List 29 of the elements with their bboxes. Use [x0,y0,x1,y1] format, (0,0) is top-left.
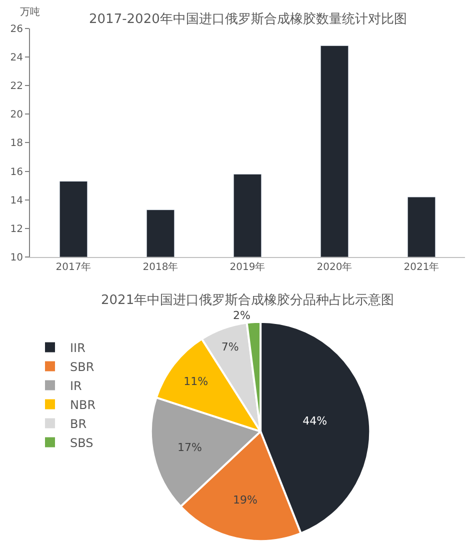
legend-label: SBR [70,360,94,374]
x-tick-label: 2021年 [404,260,440,273]
legend-label: IIR [70,340,86,355]
data-label: 2% [232,309,250,322]
chart-title: 2021年中国进口俄罗斯合成橡胶分品种占比示意图 [101,293,394,308]
legend-label: IR [70,378,82,393]
legend-label: BR [70,416,87,431]
data-label: 17% [177,440,202,454]
y-tick-label: 12 [10,224,23,235]
data-label: 11% [184,374,208,388]
y-axis-title: 万吨 [20,6,40,18]
data-label: 19% [233,493,258,506]
y-tick-label: 26 [10,24,23,36]
y-tick-label: 16 [10,166,23,178]
data-label: 7% [221,340,239,354]
y-tick-label: 14 [10,195,23,206]
y-tick-label: 20 [10,110,23,121]
legend-label: NBR [70,398,96,412]
y-tick-label: 18 [10,138,23,150]
y-tick-label: 24 [10,52,23,64]
y-tick-label: 22 [10,81,23,92]
x-tick-label: 2018年 [142,260,178,273]
x-tick-label: 2017年 [56,260,92,273]
x-tick-label: 2020年 [316,260,352,273]
y-tick-label: 10 [10,252,23,264]
x-tick-label: 2019年 [230,260,266,273]
legend-label: SBS [70,436,94,450]
chart-title: 2017-2020年中国进口俄罗斯合成橡胶数量统计对比图 [89,12,407,27]
data-label: 44% [302,414,328,428]
